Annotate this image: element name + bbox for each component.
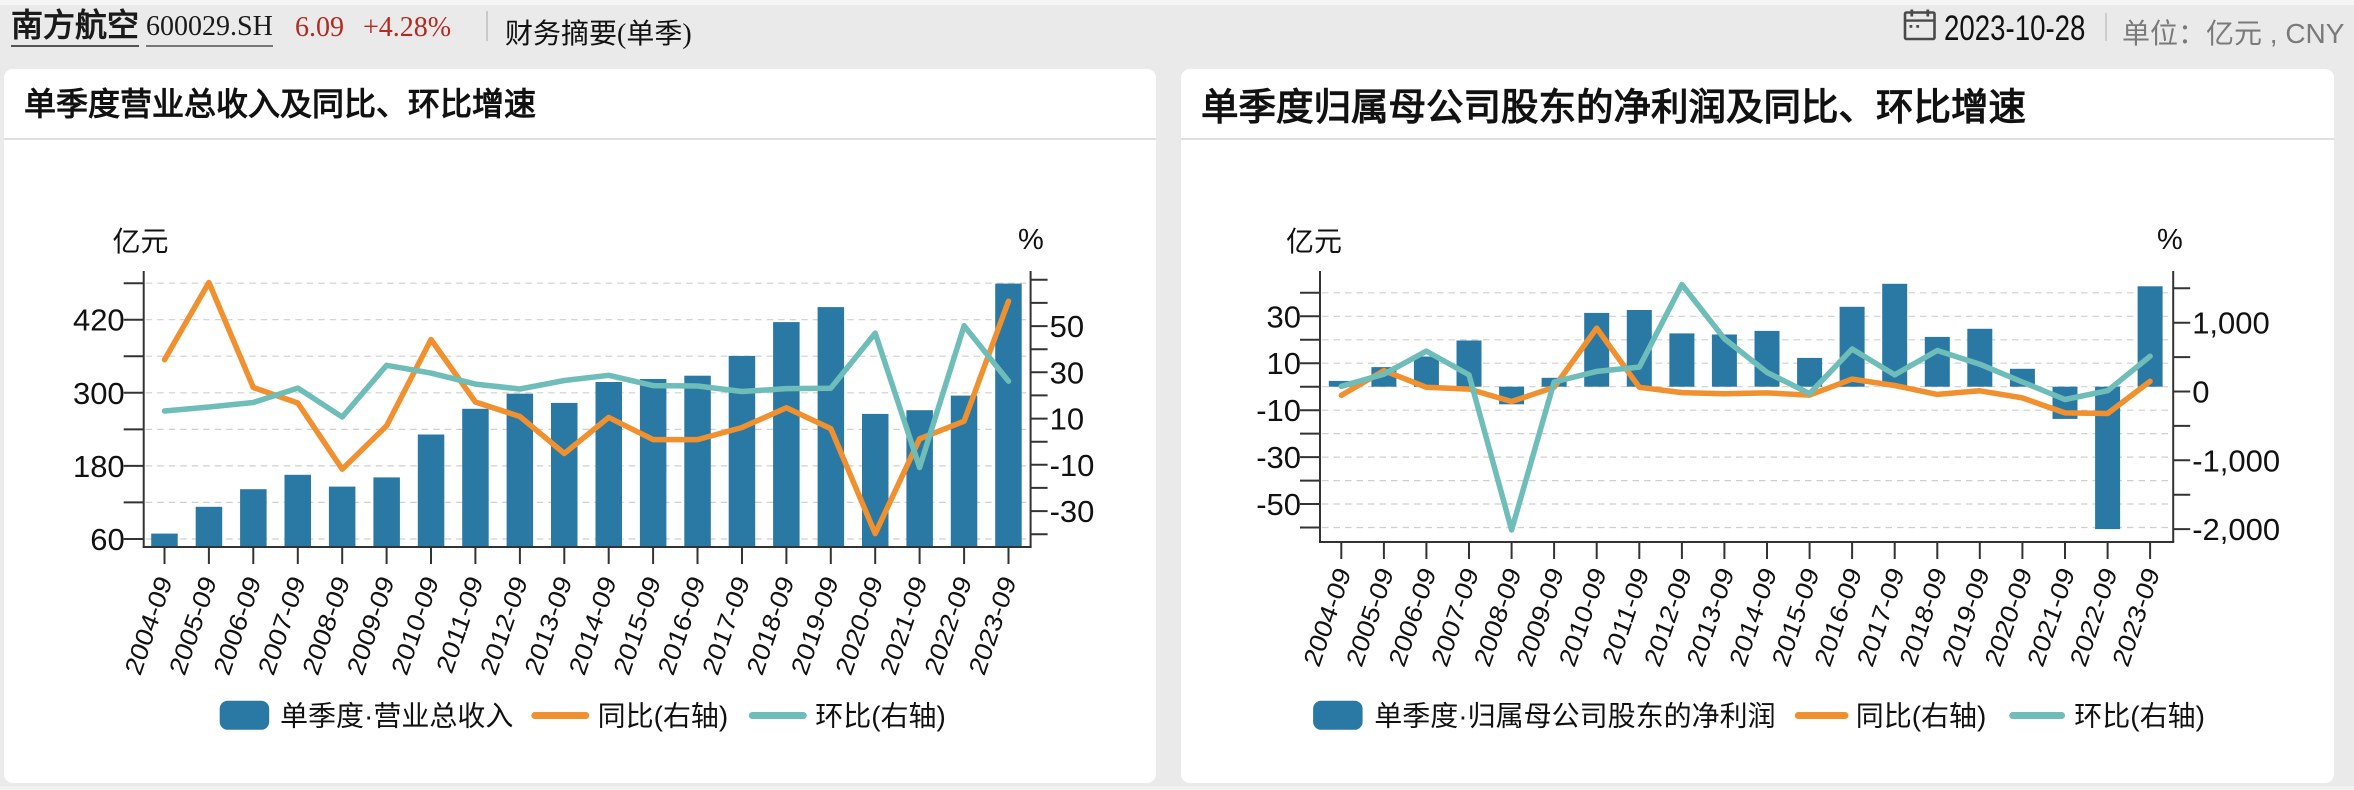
svg-text:-1,000: -1,000	[2192, 443, 2280, 478]
svg-text:10: 10	[1050, 402, 1084, 437]
svg-text:0: 0	[2192, 375, 2209, 410]
svg-text:同比(右轴): 同比(右轴)	[1856, 701, 1987, 732]
svg-text:-2,000: -2,000	[2192, 512, 2280, 547]
svg-text:50: 50	[1050, 309, 1084, 344]
svg-text:420: 420	[73, 303, 125, 338]
svg-text:%: %	[2157, 224, 2183, 256]
svg-text:-10: -10	[1050, 448, 1095, 483]
svg-text:同比(右轴): 同比(右轴)	[598, 701, 729, 732]
svg-text:180: 180	[73, 449, 125, 484]
svg-text:30: 30	[1050, 355, 1084, 390]
svg-text:单季度·营业总收入: 单季度·营业总收入	[280, 701, 513, 732]
svg-text:10: 10	[1267, 346, 1301, 381]
svg-text:环比(右轴): 环比(右轴)	[2074, 701, 2205, 732]
svg-text:300: 300	[73, 376, 125, 411]
svg-text:亿元: 亿元	[113, 226, 169, 257]
svg-text:单季度·归属母公司股东的净利润: 单季度·归属母公司股东的净利润	[1374, 701, 1775, 732]
svg-text:-10: -10	[1256, 393, 1301, 428]
svg-text:-50: -50	[1256, 487, 1301, 522]
svg-text:-30: -30	[1050, 494, 1095, 529]
svg-text:1,000: 1,000	[2192, 306, 2270, 341]
svg-text:%: %	[1018, 224, 1044, 256]
svg-text:亿元: 亿元	[1286, 226, 1342, 257]
svg-text:环比(右轴): 环比(右轴)	[815, 701, 946, 732]
svg-text:30: 30	[1267, 299, 1301, 334]
svg-text:-30: -30	[1256, 440, 1301, 475]
svg-text:60: 60	[90, 522, 124, 557]
